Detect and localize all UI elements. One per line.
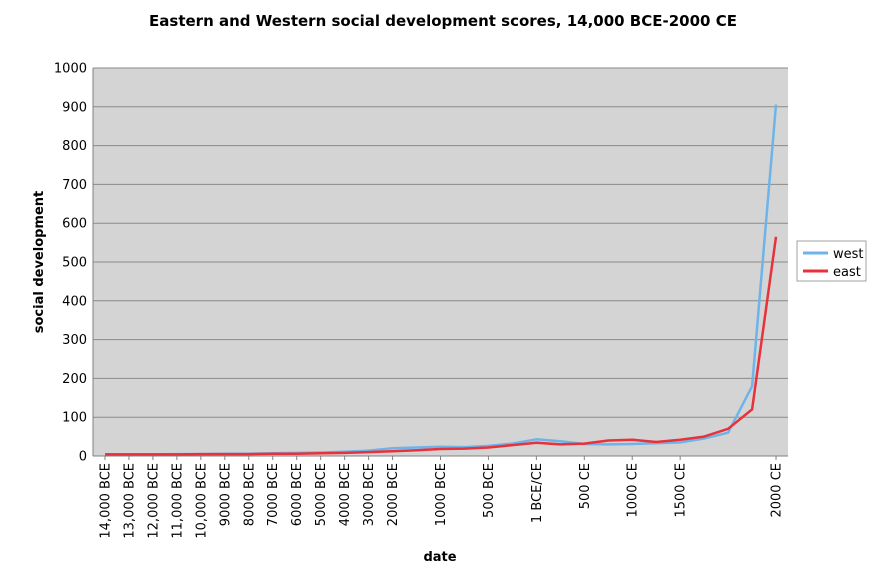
x-tick-label: 7000 BCE <box>266 463 281 526</box>
x-tick-label: 6000 BCE <box>290 463 305 526</box>
x-tick-label: 1000 BCE <box>434 463 449 526</box>
series-lines <box>105 104 778 456</box>
legend-label-east: east <box>833 265 861 280</box>
x-tick-label: 12,000 BCE <box>146 463 161 539</box>
y-tick-label: 1000 <box>54 62 87 77</box>
x-tick-label: 500 BCE <box>482 463 497 518</box>
y-tick-label: 100 <box>62 411 87 426</box>
legend: west east <box>796 240 867 282</box>
y-tick-labels: 0 100 200 300 400 500 600 700 800 900 1000 <box>54 62 87 465</box>
x-tick-label: 2000 CE <box>770 463 785 518</box>
y-tick-label: 0 <box>79 450 87 465</box>
gridlines <box>93 67 788 418</box>
series-line-east <box>105 236 778 456</box>
x-tick-labels: 14,000 BCE 13,000 BCE 12,000 BCE 11,000 BCE… <box>98 456 785 539</box>
x-tick-label: 1 BCE/CE <box>530 463 545 523</box>
x-tick-label: 4000 BCE <box>338 463 353 526</box>
y-tick-label: 500 <box>62 256 87 271</box>
y-tick-label: 900 <box>62 100 87 115</box>
y-tick-label: 200 <box>62 372 87 387</box>
y-tick-label: 400 <box>62 294 87 309</box>
x-tick-label: 8000 BCE <box>242 463 257 526</box>
x-tick-label: 10,000 BCE <box>194 463 209 539</box>
x-tick-label: 5000 BCE <box>314 463 329 526</box>
y-tick-label: 600 <box>62 217 87 232</box>
x-tick-label: 3000 BCE <box>362 463 377 526</box>
x-tick-label: 9000 BCE <box>218 463 233 526</box>
x-tick-label: 14,000 BCE <box>98 463 113 539</box>
y-tick-label: 800 <box>62 139 87 154</box>
legend-box <box>796 240 867 282</box>
x-axis-title: date <box>423 550 456 565</box>
x-tick-label: 1000 CE <box>626 463 641 518</box>
x-tick-label: 11,000 BCE <box>170 463 185 539</box>
chart-title: Eastern and Western social development s… <box>149 12 737 30</box>
x-tick-label: 500 CE <box>578 463 593 509</box>
x-tick-label: 13,000 BCE <box>122 463 137 539</box>
x-tick-label: 2000 BCE <box>386 463 401 526</box>
y-tick-label: 300 <box>62 333 87 348</box>
legend-label-west: west <box>833 247 864 262</box>
y-tick-label: 700 <box>62 178 87 193</box>
y-axis-title: social development <box>32 191 47 334</box>
x-tick-label: 1500 CE <box>674 463 689 518</box>
